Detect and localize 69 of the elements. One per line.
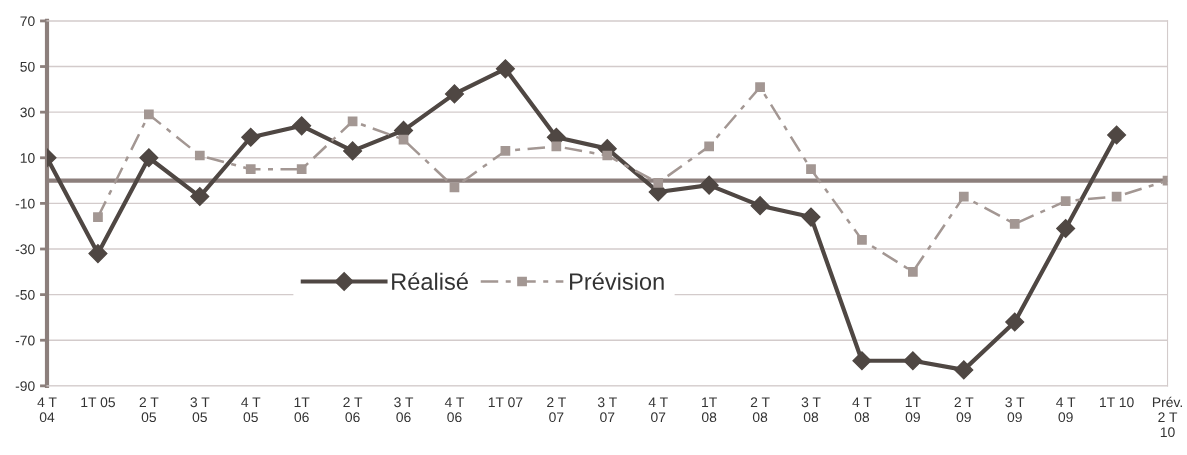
- x-tick-label: 1T 05: [81, 397, 115, 408]
- x-tick-label: 1T 08: [701, 397, 717, 423]
- x-tick-label: 4 T 06: [444, 397, 465, 423]
- point: [1009, 219, 1020, 229]
- point: [245, 164, 256, 175]
- y-tick-label: -70: [15, 335, 35, 346]
- x-tick-label: 4 T 09: [1056, 397, 1076, 423]
- point: [500, 146, 511, 156]
- point: [857, 235, 867, 245]
- x-tick-label: 1T 07: [488, 397, 523, 408]
- point: [958, 191, 969, 202]
- x-tick-label: 1T 10: [1100, 397, 1134, 408]
- point: [551, 141, 562, 152]
- point: [93, 212, 103, 222]
- point: [347, 116, 358, 127]
- point: [806, 164, 816, 175]
- point: [908, 266, 918, 277]
- y-tick-label: -50: [15, 289, 35, 300]
- y-tick-label: 10: [20, 153, 35, 163]
- x-tick-label: 4 T 08: [852, 397, 872, 423]
- point: [704, 141, 714, 152]
- point: [750, 196, 770, 216]
- point: [88, 244, 108, 264]
- point: [241, 127, 261, 147]
- x-tick-label: 3 T 06: [394, 397, 414, 423]
- x-tick-label: 2 T 05: [139, 397, 159, 423]
- point: [444, 84, 465, 104]
- point: [801, 207, 821, 227]
- x-tick-label: 4 T 07: [648, 397, 668, 423]
- point: [495, 59, 515, 79]
- x-tick-label: 2 T 07: [547, 397, 566, 423]
- point: [755, 82, 765, 92]
- point: [903, 351, 923, 371]
- legend-label: Prévision: [570, 272, 664, 290]
- y-tick-label: -90: [15, 381, 35, 392]
- x-tick-label: 1T 06: [294, 397, 310, 423]
- legend-label: Réalisé: [392, 272, 468, 290]
- point: [1060, 196, 1071, 206]
- y-tick-label: 50: [20, 61, 35, 72]
- point: [343, 141, 363, 161]
- point: [954, 360, 974, 380]
- x-tick-label: 2 T 08: [750, 397, 770, 423]
- point: [653, 177, 664, 188]
- point: [190, 187, 210, 207]
- point: [1056, 218, 1076, 239]
- x-tick-label: 3 T 09: [1005, 397, 1025, 423]
- point: [852, 351, 872, 371]
- y-tick-label: 70: [20, 16, 35, 27]
- point: [139, 148, 159, 168]
- point: [1005, 312, 1025, 332]
- y-tick-label: -30: [15, 244, 35, 255]
- x-tick-label: 4 T 04: [37, 397, 57, 423]
- y-tick-label: 30: [20, 107, 35, 118]
- x-tick-label: 3 T 05: [190, 397, 210, 423]
- point: [144, 109, 154, 120]
- x-tick-label: 3 T 07: [597, 397, 617, 423]
- point: [194, 150, 205, 161]
- point: [292, 116, 312, 136]
- x-tick-label: 2 T 09: [954, 397, 974, 423]
- x-tick-label: 1T 09: [905, 397, 921, 423]
- point: [602, 150, 613, 161]
- x-tick-label: Prév. 2 T 10: [1152, 396, 1182, 438]
- x-tick-label: 4 T 05: [241, 397, 261, 423]
- point: [699, 175, 719, 195]
- x-tick-label: 2 T 06: [343, 397, 363, 423]
- x-tick-label: 3 T 08: [801, 397, 821, 423]
- point: [296, 164, 307, 175]
- point: [1107, 125, 1127, 145]
- y-tick-label: -10: [15, 198, 35, 209]
